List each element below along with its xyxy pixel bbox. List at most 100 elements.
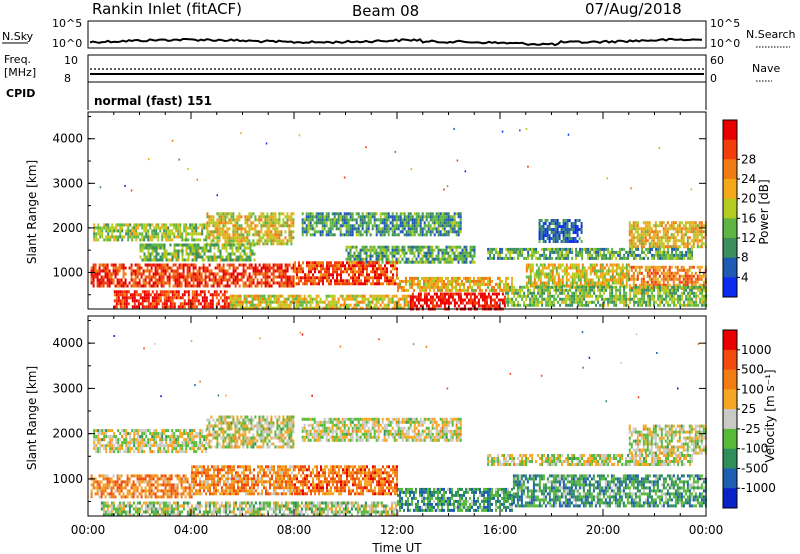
data-cell [575,253,578,257]
data-cell [324,276,326,280]
data-cell [242,281,245,285]
data-cell [284,272,287,276]
data-cell [221,246,224,250]
data-cell [399,282,401,286]
data-cell [371,248,374,252]
data-cell [130,275,133,279]
data-cell [531,303,534,307]
data-cell [443,285,445,289]
data-cell [691,256,694,260]
data-cell [391,306,394,310]
data-cell [529,253,532,257]
data-cell [212,272,215,276]
data-cell [271,300,274,304]
data-cell [190,275,193,279]
data-cell [280,224,283,228]
data-cell [377,218,380,222]
data-cell [232,233,235,237]
data-cell [429,212,432,216]
data-cell [223,246,226,250]
data-cell [259,303,262,307]
data-cell [453,279,455,283]
data-cell [165,238,168,242]
data-cell [379,248,382,252]
data-cell [272,239,275,243]
data-cell [477,279,479,283]
data-cell [130,263,133,267]
data-cell [421,230,424,234]
data-cell [541,272,544,276]
data-cell [545,297,548,301]
data-cell [162,278,165,282]
data-cell [183,258,186,262]
data-cell [411,282,413,286]
data-cell [169,290,172,294]
data-cell [250,278,253,282]
data-cell [487,304,490,308]
data-cell [317,212,320,216]
data-cell [558,231,561,234]
data-cell [308,279,310,283]
data-cell [415,276,417,280]
data-cell [419,233,422,237]
data-cell [263,294,266,298]
data-cell [630,274,633,278]
data-cell [447,224,450,228]
data-cell [243,258,246,262]
data-cell [651,253,654,257]
data-cell [425,254,428,258]
data-cell [625,278,628,282]
data-cell [475,295,478,299]
data-cell [449,288,451,292]
data-cell [680,268,683,272]
data-cell [310,270,312,274]
data-cell [229,300,232,304]
data-cell [215,290,218,294]
data-cell [399,221,402,225]
data-cell [453,227,456,231]
data-cell [563,272,566,276]
data-cell [383,245,386,249]
data-cell [497,304,500,308]
data-cell [122,269,125,273]
data-cell [115,226,118,230]
data-cell [633,250,636,254]
data-cell [505,285,508,289]
data-cell [147,246,150,250]
data-cell [576,231,579,234]
data-cell [443,233,446,237]
data-cell [256,239,259,243]
data-cell [481,295,484,299]
data-cell [471,304,474,308]
data-cell [630,277,633,281]
data-cell [628,233,631,237]
data-cell [457,230,460,234]
data-cell [632,236,635,240]
data-cell [615,256,618,260]
data-cell [148,263,151,267]
data-cell [642,245,645,249]
data-cell [237,246,240,250]
data-cell [413,301,416,305]
data-cell [529,284,532,288]
data-cell [372,279,374,283]
data-cell [222,263,225,267]
data-cell [341,215,344,219]
data-cell [688,280,691,284]
data-cell [286,215,289,219]
data-cell [362,270,364,274]
data-cell [403,221,406,225]
data-cell [419,279,421,283]
data-cell [429,227,432,231]
data-cell [578,237,581,240]
data-cell [445,248,448,252]
data-cell [648,277,651,281]
data-cell [666,239,669,243]
data-cell [517,247,520,251]
data-cell [682,265,685,269]
data-cell [244,221,247,225]
data-cell [351,212,354,216]
data-cell [535,281,538,285]
data-cell [419,227,422,231]
data-cell [636,221,639,225]
